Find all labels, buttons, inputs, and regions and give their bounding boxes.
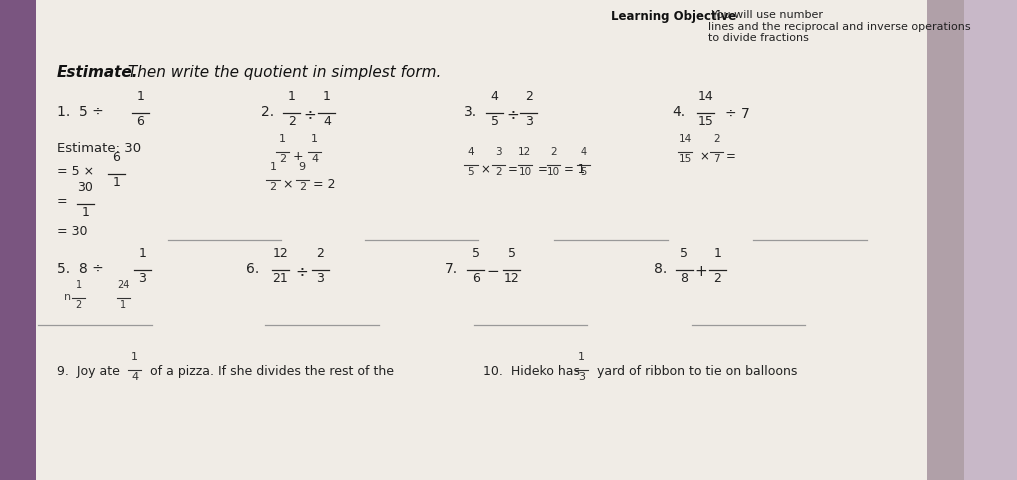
Text: ×: × xyxy=(700,150,709,163)
Text: 3: 3 xyxy=(316,272,324,285)
Text: 1: 1 xyxy=(323,90,331,103)
Text: 1: 1 xyxy=(131,352,138,362)
Text: 2: 2 xyxy=(279,154,286,164)
Text: 1: 1 xyxy=(120,300,126,310)
Bar xyxy=(0,0,36,480)
Text: 15: 15 xyxy=(698,115,714,128)
Text: 5: 5 xyxy=(472,247,480,260)
Text: 8: 8 xyxy=(680,272,689,285)
Text: 3: 3 xyxy=(138,272,146,285)
Text: 1: 1 xyxy=(579,352,585,362)
Text: 1: 1 xyxy=(75,280,81,290)
Text: 12: 12 xyxy=(503,272,520,285)
Text: Estimate: 30: Estimate: 30 xyxy=(57,142,141,155)
Text: 3: 3 xyxy=(525,115,533,128)
Text: 2: 2 xyxy=(550,147,556,157)
Text: 21: 21 xyxy=(273,272,289,285)
Text: 3.: 3. xyxy=(465,105,477,119)
Text: 2: 2 xyxy=(75,300,81,310)
Text: 30: 30 xyxy=(77,181,94,194)
Text: 2: 2 xyxy=(288,115,296,128)
Text: 4: 4 xyxy=(581,147,587,157)
Text: yard of ribbon to tie on balloons: yard of ribbon to tie on balloons xyxy=(593,365,797,378)
Text: 6: 6 xyxy=(136,115,144,128)
Text: 2.: 2. xyxy=(260,105,274,119)
Text: ÷ 7: ÷ 7 xyxy=(725,107,750,121)
Text: +: + xyxy=(293,150,303,163)
Text: 5: 5 xyxy=(490,115,498,128)
Text: = 2: = 2 xyxy=(312,178,336,191)
Text: 6: 6 xyxy=(472,272,480,285)
Text: 24: 24 xyxy=(117,280,129,290)
Text: 3: 3 xyxy=(495,147,501,157)
Text: 4: 4 xyxy=(131,372,138,382)
Text: 5.  8 ÷: 5. 8 ÷ xyxy=(57,262,104,276)
Text: 6.: 6. xyxy=(246,262,259,276)
Text: 1: 1 xyxy=(279,134,286,144)
Text: 12: 12 xyxy=(519,147,532,157)
Text: 5: 5 xyxy=(581,167,587,177)
Text: 2: 2 xyxy=(495,167,501,177)
Text: = 5 ×: = 5 × xyxy=(57,165,94,178)
Text: 12: 12 xyxy=(273,247,289,260)
Text: 14: 14 xyxy=(678,134,692,144)
Text: 1: 1 xyxy=(136,90,144,103)
Text: +: + xyxy=(695,264,707,279)
Text: = 30: = 30 xyxy=(57,225,87,238)
Text: You will use number
lines and the reciprocal and inverse operations
to divide fr: You will use number lines and the recipr… xyxy=(708,10,970,43)
Text: n: n xyxy=(64,292,71,302)
Text: −: − xyxy=(486,264,498,279)
Text: 4: 4 xyxy=(323,115,331,128)
Text: 3: 3 xyxy=(579,372,585,382)
Text: 10.  Hideko has: 10. Hideko has xyxy=(483,365,581,378)
Text: 1: 1 xyxy=(270,162,277,172)
Text: Then write the quotient in simplest form.: Then write the quotient in simplest form… xyxy=(123,65,441,80)
Text: 9: 9 xyxy=(299,162,306,172)
Text: = 1: = 1 xyxy=(563,163,585,176)
Text: ÷: ÷ xyxy=(303,107,316,122)
Text: 2: 2 xyxy=(525,90,533,103)
Text: 10: 10 xyxy=(519,167,532,177)
Text: 7: 7 xyxy=(713,154,720,164)
Text: 1: 1 xyxy=(713,247,721,260)
Text: Learning Objective: Learning Objective xyxy=(611,10,736,23)
Text: 1: 1 xyxy=(311,134,318,144)
Text: ÷: ÷ xyxy=(296,264,308,279)
Text: 5: 5 xyxy=(680,247,689,260)
Text: 5: 5 xyxy=(468,167,474,177)
Text: of a pizza. If she divides the rest of the: of a pizza. If she divides the rest of t… xyxy=(145,365,394,378)
Text: 15: 15 xyxy=(678,154,692,164)
Text: ×: × xyxy=(480,163,490,176)
Text: 2: 2 xyxy=(713,134,720,144)
Text: 14: 14 xyxy=(698,90,714,103)
Text: 4: 4 xyxy=(490,90,498,103)
Text: Estimate.: Estimate. xyxy=(57,65,138,80)
Text: 6: 6 xyxy=(113,151,120,164)
Text: 10: 10 xyxy=(547,167,560,177)
Text: 1: 1 xyxy=(288,90,296,103)
Text: 4.: 4. xyxy=(672,105,685,119)
Text: 1.  5 ÷: 1. 5 ÷ xyxy=(57,105,104,119)
Text: 4: 4 xyxy=(311,154,318,164)
Text: 5: 5 xyxy=(507,247,516,260)
Text: 7.: 7. xyxy=(445,262,459,276)
Text: =: = xyxy=(57,195,67,208)
Text: =: = xyxy=(726,150,735,163)
Text: ×: × xyxy=(283,178,293,191)
Text: 2: 2 xyxy=(299,182,306,192)
Text: 1: 1 xyxy=(138,247,146,260)
Bar xyxy=(926,0,964,480)
Text: 2: 2 xyxy=(316,247,324,260)
Text: 1: 1 xyxy=(113,176,120,189)
Text: ÷: ÷ xyxy=(506,107,519,122)
Text: 4: 4 xyxy=(468,147,474,157)
Text: =: = xyxy=(538,163,548,176)
Text: =: = xyxy=(507,163,518,176)
Text: 8.: 8. xyxy=(654,262,667,276)
Text: 1: 1 xyxy=(81,206,89,219)
Text: 9.  Joy ate: 9. Joy ate xyxy=(57,365,120,378)
Text: 2: 2 xyxy=(270,182,277,192)
Text: 2: 2 xyxy=(713,272,721,285)
